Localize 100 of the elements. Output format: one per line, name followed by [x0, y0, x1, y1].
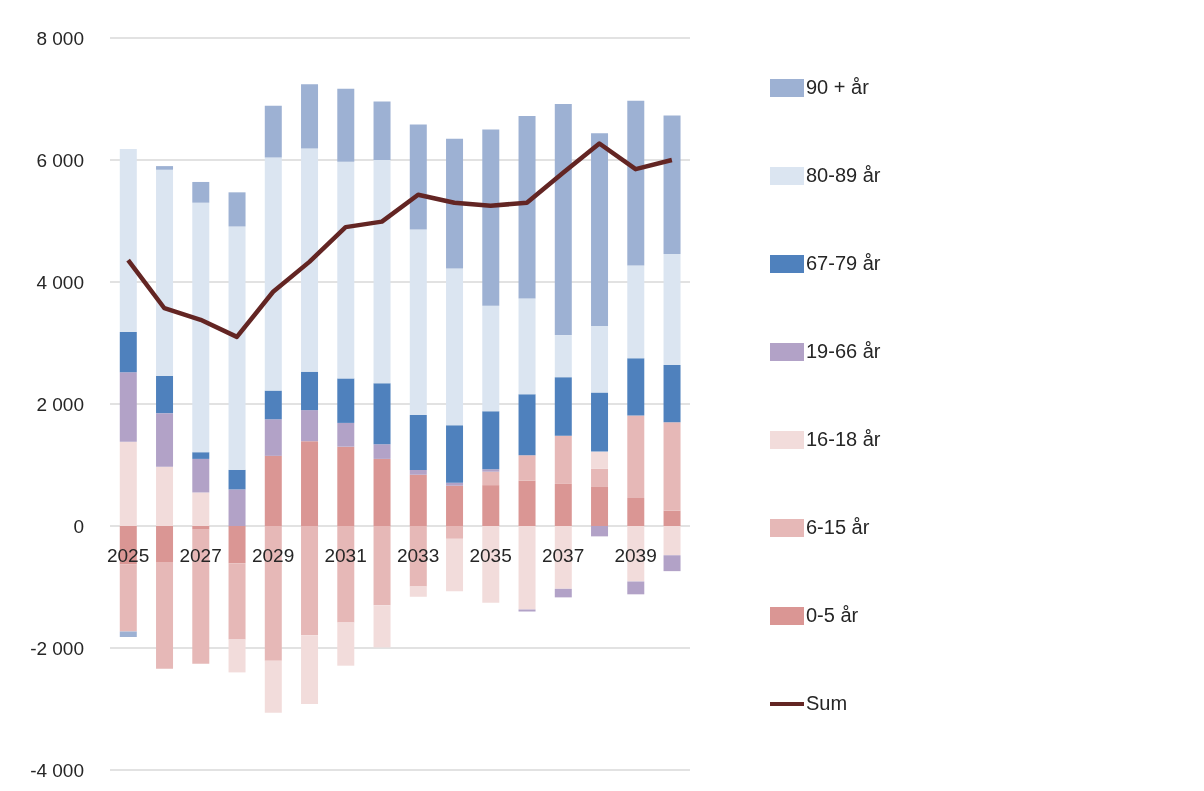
- y-tick-label: 8 000: [36, 27, 84, 49]
- bar: [301, 148, 319, 372]
- bar: [518, 526, 536, 610]
- bar: [264, 157, 282, 391]
- bar: [663, 555, 681, 572]
- bar: [663, 510, 681, 526]
- bar: [228, 639, 246, 673]
- bar: [518, 116, 536, 299]
- bar: [554, 483, 572, 526]
- bar: [228, 526, 246, 564]
- y-tick-label: 0: [73, 515, 84, 537]
- bar: [373, 101, 391, 160]
- bar: [409, 469, 427, 475]
- bar: [482, 129, 500, 306]
- x-tick-label: 2027: [179, 545, 222, 566]
- bar: [264, 419, 282, 456]
- x-tick-label: 2029: [251, 545, 295, 566]
- bar: [446, 425, 464, 483]
- bar: [228, 489, 246, 526]
- bar: [627, 415, 645, 498]
- bar: [264, 105, 282, 158]
- bar: [554, 435, 572, 484]
- x-tick-label: 2031: [324, 545, 367, 566]
- bar: [119, 564, 137, 632]
- legend-label: 80-89 år: [806, 164, 881, 187]
- legend-label: Sum: [806, 692, 848, 715]
- bar: [663, 526, 681, 556]
- bar: [591, 486, 609, 526]
- bar: [554, 588, 572, 598]
- bar: [337, 622, 355, 666]
- bar: [591, 325, 609, 393]
- bar: [337, 161, 355, 379]
- bar: [446, 485, 464, 526]
- bar: [301, 441, 319, 526]
- bar: [627, 100, 645, 266]
- bar: [446, 538, 464, 592]
- bar: [409, 474, 427, 526]
- bar: [373, 526, 391, 606]
- bar: [482, 411, 500, 470]
- bar: [119, 631, 137, 638]
- y-tick-label: 2 000: [36, 393, 84, 415]
- bar: [192, 458, 210, 493]
- bar: [446, 268, 464, 426]
- bar: [119, 372, 137, 442]
- bar: [373, 383, 391, 445]
- bar: [409, 586, 427, 597]
- bar: [627, 581, 645, 595]
- bar: [663, 364, 681, 423]
- bar: [482, 471, 500, 486]
- bar: [192, 452, 210, 459]
- bar: [409, 229, 427, 415]
- y-tick-label: 4 000: [36, 271, 84, 293]
- bar: [301, 371, 319, 411]
- legend-label: 16-18 år: [806, 428, 881, 451]
- bar: [192, 492, 210, 526]
- x-tick-label: 2025: [106, 545, 150, 566]
- bar: [301, 635, 319, 705]
- bar: [591, 133, 609, 326]
- bar: [156, 561, 174, 669]
- bar: [156, 413, 174, 467]
- bar: [446, 482, 464, 486]
- bar: [264, 455, 282, 526]
- legend-label: 67-79 år: [806, 252, 881, 275]
- y-tick-label: -4 000: [30, 759, 84, 781]
- bar: [156, 375, 174, 414]
- legend-label: 19-66 år: [806, 340, 881, 363]
- bar: [409, 124, 427, 230]
- bar: [482, 305, 500, 412]
- x-tick-label: 2033: [396, 545, 440, 566]
- bar: [119, 441, 137, 526]
- bar: [373, 444, 391, 459]
- bar: [518, 480, 536, 526]
- bar: [591, 392, 609, 452]
- bar: [373, 458, 391, 526]
- bar: [554, 335, 572, 378]
- bar: [228, 226, 246, 470]
- bar: [301, 526, 319, 636]
- x-tick-label: 2037: [541, 545, 585, 566]
- bar: [554, 103, 572, 336]
- y-tick-label: 6 000: [36, 149, 84, 171]
- bar: [301, 84, 319, 149]
- bar: [373, 160, 391, 384]
- bar: [337, 88, 355, 162]
- bar: [518, 298, 536, 395]
- bar: [446, 138, 464, 269]
- bar: [156, 166, 174, 170]
- legend-label: 6-15 år: [806, 516, 870, 539]
- bar: [156, 169, 174, 376]
- bar: [228, 563, 246, 640]
- bar: [482, 469, 500, 472]
- x-tick-label: 2039: [614, 545, 657, 566]
- bar: [663, 253, 681, 365]
- line-series: [125, 141, 675, 340]
- y-tick-label: -2 000: [30, 637, 84, 659]
- bar: [228, 192, 246, 227]
- bar: [192, 526, 210, 530]
- bar: [119, 149, 137, 333]
- bar: [264, 660, 282, 713]
- bar: [554, 377, 572, 436]
- bar: [446, 526, 464, 539]
